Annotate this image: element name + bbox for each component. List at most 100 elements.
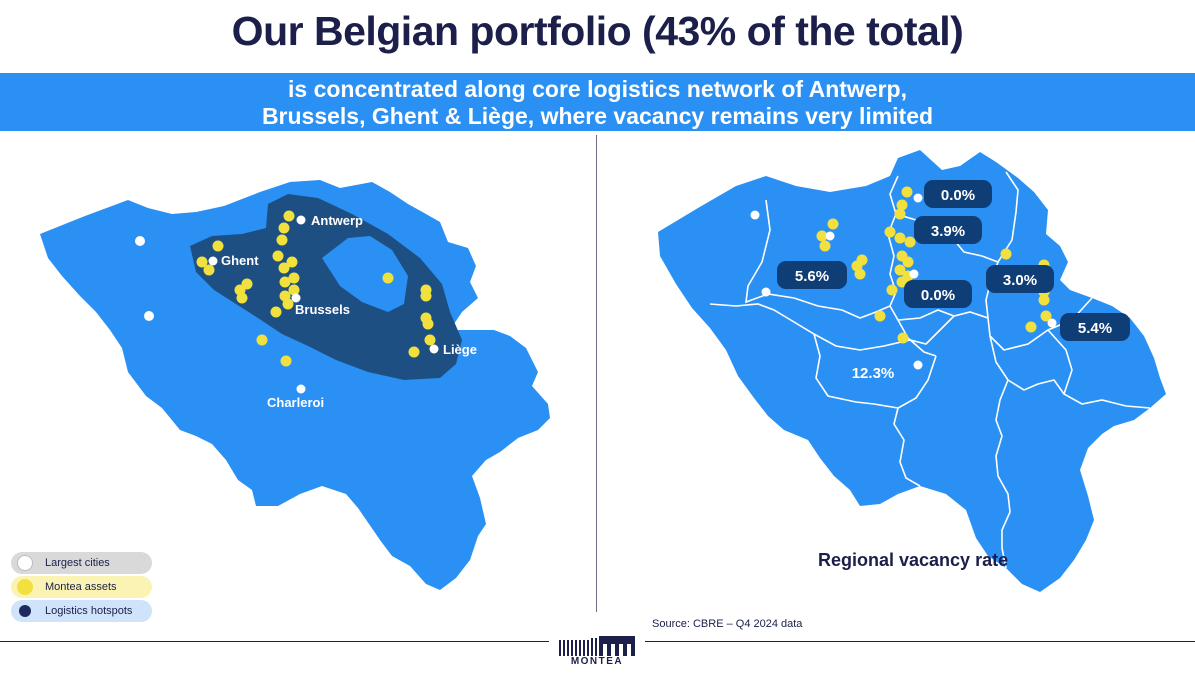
montea-assets [816,186,1052,344]
asset-marker [902,256,914,268]
vacancy-badges: 0.0% 3.9% 5.6% 0.0% 3.0% 5.4% 12.3% [777,180,1130,382]
belgium-shape [658,150,1166,592]
asset-marker [288,272,300,284]
asset-marker [886,284,898,296]
asset-marker [897,332,909,344]
logo-text: MONTEA [570,656,624,667]
city-marker [825,231,835,241]
asset-marker [282,298,294,310]
city-marker [913,360,923,370]
vacancy-badge [904,280,972,308]
asset-marker [279,276,291,288]
asset-marker [894,232,906,244]
asset-marker [272,250,284,262]
city-marker [291,293,301,303]
asset-marker [1038,294,1050,306]
city-label-charleroi: Charleroi [267,395,324,410]
asset-marker [420,290,432,302]
asset-marker [1040,310,1052,322]
asset-marker [276,234,288,246]
asset-marker [904,236,916,248]
legend-item-hotspots: Logistics hotspots [11,600,152,622]
montea-assets [196,210,436,367]
asset-marker [286,256,298,268]
vacancy-value: 3.9% [931,223,965,240]
vacancy-value: 5.6% [795,268,829,285]
source-note: Source: CBRE – Q4 2024 data [652,618,803,630]
city-marker [913,193,923,203]
city-marker [761,287,771,297]
vacancy-badge [924,180,992,208]
vacancy-value: 12.3% [852,365,895,382]
asset-marker [894,208,906,220]
vacancy-value: 0.0% [941,187,975,204]
warehouse-logo-icon [559,636,635,656]
asset-marker [288,284,300,296]
vacancy-badge [777,261,847,289]
city-marker [429,344,439,354]
asset-marker [1000,248,1012,260]
vacancy-value: 0.0% [921,287,955,304]
logistics-hotspot-area [190,194,462,380]
legend-label: Montea assets [45,581,117,593]
vacancy-value: 5.4% [1078,320,1112,337]
subtitle-line-2: Brussels, Ghent & Liège, where vacancy r… [261,103,934,129]
asset-marker [816,230,828,242]
largest-cities [750,193,1057,370]
vacancy-map-label: Regional vacancy rate [818,550,1009,570]
subtitle-banner: is concentrated along core logistics net… [0,73,1195,131]
vacancy-badge [914,216,982,244]
asset-marker [280,355,292,367]
city-label-liege: Liège [443,342,477,357]
asset-marker [854,268,866,280]
montea-logo: MONTEA [549,633,645,673]
portfolio-map: Antwerp Ghent Brussels Liège Charleroi [40,180,550,590]
yellow-dot-icon [17,579,33,595]
navy-dot-icon [19,605,31,617]
asset-marker [278,262,290,274]
asset-marker [894,264,906,276]
city-marker [750,210,760,220]
vacancy-map: 0.0% 3.9% 5.6% 0.0% 3.0% 5.4% 12.3% [658,150,1166,592]
city-marker [1047,318,1057,328]
white-dot-icon [17,555,33,571]
subtitle-line-1: is concentrated along core logistics net… [288,76,907,102]
city-marker [208,256,218,266]
asset-marker [1025,321,1037,333]
city-marker [135,236,145,246]
asset-marker [382,272,394,284]
asset-marker [256,334,268,346]
vacancy-value: 3.0% [1003,272,1037,289]
map-legend: Largest cities Montea assets Logistics h… [11,552,152,624]
city-marker [296,215,306,225]
city-label-ghent: Ghent [221,253,259,268]
map-divider [596,135,597,612]
asset-marker [212,240,224,252]
city-marker [144,311,154,321]
largest-cities [135,215,439,394]
asset-marker [278,222,290,234]
asset-marker [196,256,208,268]
asset-marker [874,310,886,322]
asset-marker [236,292,248,304]
city-label-antwerp: Antwerp [311,213,363,228]
asset-marker [896,276,908,288]
asset-marker [901,186,913,198]
asset-marker [408,346,420,358]
asset-marker [827,218,839,230]
legend-label: Largest cities [45,557,110,569]
asset-marker [203,264,215,276]
city-marker [909,269,919,279]
asset-marker [270,306,282,318]
asset-marker [424,334,436,346]
vacancy-badge [1060,313,1130,341]
page-title: Our Belgian portfolio (43% of the total) [231,8,964,54]
legend-item-cities: Largest cities [11,552,152,574]
asset-marker [422,318,434,330]
asset-marker [896,199,908,211]
asset-marker [884,226,896,238]
legend-item-assets: Montea assets [11,576,152,598]
asset-marker [819,240,831,252]
city-label-brussels: Brussels [295,302,350,317]
legend-label: Logistics hotspots [45,605,133,617]
